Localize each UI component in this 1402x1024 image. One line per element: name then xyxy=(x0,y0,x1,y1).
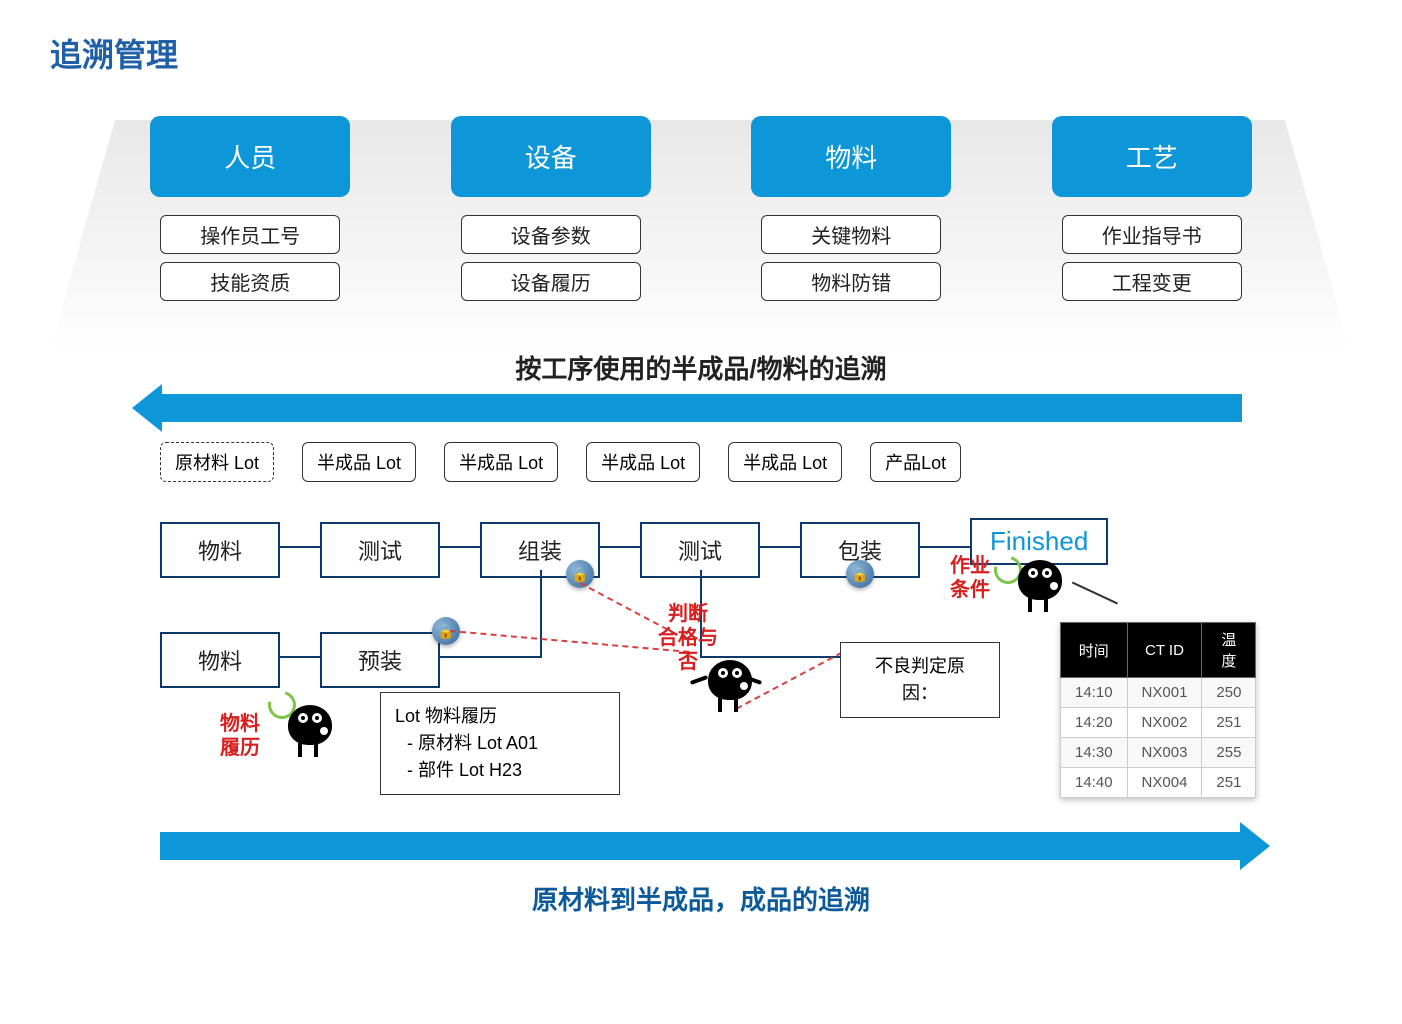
lot-box-product: 产品Lot xyxy=(870,442,961,482)
category-header: 物料 xyxy=(751,116,951,197)
lot-history-line: - 原材料 Lot A01 xyxy=(395,730,605,757)
category-item: 物料防错 xyxy=(761,262,941,301)
category-personnel: 人员 操作员工号 技能资质 xyxy=(140,116,360,309)
category-header: 设备 xyxy=(451,116,651,197)
table-row: 14:40 NX004 251 xyxy=(1061,768,1256,798)
table-row: 14:20 NX002 251 xyxy=(1061,708,1256,738)
lot-box: 半成品 Lot xyxy=(444,442,558,482)
connector xyxy=(440,656,540,658)
connector xyxy=(600,546,640,548)
arrow-right-bar xyxy=(160,832,1242,860)
connector xyxy=(280,546,320,548)
page-title: 追溯管理 xyxy=(50,30,1362,76)
table-header: 温度 xyxy=(1202,623,1256,678)
categories-row: 人员 操作员工号 技能资质 设备 设备参数 设备履历 物料 关键物料 物料防错 … xyxy=(40,116,1362,309)
table-cell: 14:30 xyxy=(1061,738,1128,768)
table-cell: 250 xyxy=(1202,678,1256,708)
category-material: 物料 关键物料 物料防错 xyxy=(741,116,961,309)
table-cell: 251 xyxy=(1202,708,1256,738)
proc-material-2: 物料 xyxy=(160,632,280,688)
table-row: 14:10 NX001 250 xyxy=(1061,678,1256,708)
defect-box: 不良判定原 因： xyxy=(840,642,1000,718)
proc-test-1: 测试 xyxy=(320,522,440,578)
category-header: 人员 xyxy=(150,116,350,197)
table-row: 14:30 NX003 255 xyxy=(1061,738,1256,768)
table-cell: 251 xyxy=(1202,768,1256,798)
table-cell: NX004 xyxy=(1127,768,1202,798)
connector xyxy=(440,546,480,548)
table-header: CT ID xyxy=(1127,623,1202,678)
work-condition-label: 作业 条件 xyxy=(950,554,990,602)
category-process: 工艺 作业指导书 工程变更 xyxy=(1042,116,1262,309)
table-cell: NX001 xyxy=(1127,678,1202,708)
proc-material-1: 物料 xyxy=(160,522,280,578)
lot-box: 半成品 Lot xyxy=(586,442,700,482)
table-cell: 14:20 xyxy=(1061,708,1128,738)
table-cell: 255 xyxy=(1202,738,1256,768)
lot-box: 半成品 Lot xyxy=(302,442,416,482)
lot-history-line: - 部件 Lot H23 xyxy=(395,757,605,784)
category-item: 设备参数 xyxy=(461,215,641,254)
category-item: 工程变更 xyxy=(1062,262,1242,301)
connector xyxy=(540,570,542,658)
category-equipment: 设备 设备参数 设备履历 xyxy=(441,116,661,309)
lot-history-box: Lot 物料履历 - 原材料 Lot A01 - 部件 Lot H23 xyxy=(380,692,620,795)
connector xyxy=(760,546,800,548)
category-item: 关键物料 xyxy=(761,215,941,254)
lot-history-title: Lot 物料履历 xyxy=(395,703,605,730)
category-item: 设备履历 xyxy=(461,262,641,301)
category-header: 工艺 xyxy=(1052,116,1252,197)
lot-box-raw: 原材料 Lot xyxy=(160,442,274,482)
table-header: 时间 xyxy=(1061,623,1128,678)
lock-icon: 🔒 xyxy=(846,560,874,588)
arrow-left-bar xyxy=(160,394,1242,422)
lot-box: 半成品 Lot xyxy=(728,442,842,482)
character-icon xyxy=(280,697,340,757)
table-cell: 14:10 xyxy=(1061,678,1128,708)
character-icon xyxy=(1010,552,1070,612)
character-icon xyxy=(700,652,760,712)
callout-line xyxy=(1072,582,1118,604)
category-item: 操作员工号 xyxy=(160,215,340,254)
dashed-connector xyxy=(450,630,689,653)
table-cell: 14:40 xyxy=(1061,768,1128,798)
lot-row: 原材料 Lot 半成品 Lot 半成品 Lot 半成品 Lot 半成品 Lot … xyxy=(160,442,1242,482)
data-table: 时间 CT ID 温度 14:10 NX001 250 14:20 NX002 … xyxy=(1060,622,1256,798)
connector xyxy=(920,546,970,548)
bottom-arrow-label: 原材料到半成品，成品的追溯 xyxy=(40,880,1362,917)
top-arrow-label: 按工序使用的半成品/物料的追溯 xyxy=(40,349,1362,386)
material-history-label: 物料 履历 xyxy=(220,712,260,760)
proc-preassembly: 预装 xyxy=(320,632,440,688)
category-item: 作业指导书 xyxy=(1062,215,1242,254)
category-item: 技能资质 xyxy=(160,262,340,301)
connector xyxy=(280,656,320,658)
table-cell: NX002 xyxy=(1127,708,1202,738)
flow-diagram: 物料 测试 组装 测试 包装 Finished 物料 预装 🔒 🔒 🔒 判断 合… xyxy=(160,512,1242,832)
table-cell: NX003 xyxy=(1127,738,1202,768)
